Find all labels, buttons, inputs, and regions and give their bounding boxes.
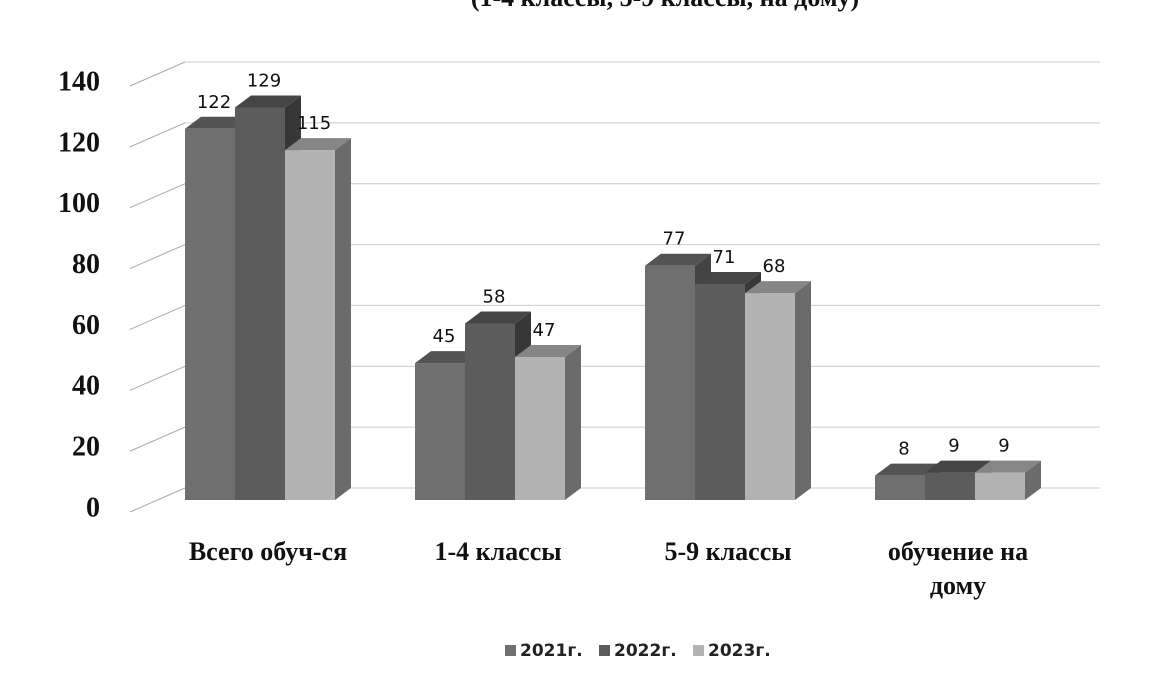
x-tick-label: 1-4 классы xyxy=(434,537,562,566)
legend-swatch xyxy=(505,645,516,656)
bar-front xyxy=(185,128,235,500)
legend-label: 2022г. xyxy=(614,641,677,661)
grid-line xyxy=(129,183,186,209)
bar-top xyxy=(875,463,941,476)
x-tick-label: обучение на дому xyxy=(887,537,1029,600)
bar-top xyxy=(185,116,251,129)
grid-line xyxy=(129,244,186,270)
data-label: 122 xyxy=(197,92,231,113)
grid-line xyxy=(129,304,186,330)
y-tick-label: 20 xyxy=(72,432,100,463)
bar-top xyxy=(515,344,581,357)
y-tick-label: 120 xyxy=(58,127,100,158)
grid-line xyxy=(129,365,186,391)
data-label: 58 xyxy=(483,287,506,308)
legend-swatch xyxy=(693,645,704,656)
grid-line xyxy=(129,426,186,452)
bar-top xyxy=(285,138,351,151)
bar-front xyxy=(285,150,335,501)
bar-front xyxy=(875,475,925,500)
bar-side xyxy=(795,281,811,500)
bar-front xyxy=(645,265,695,500)
grid-line xyxy=(129,487,186,513)
bar-front xyxy=(925,472,975,500)
bar-top xyxy=(975,460,1041,473)
bar xyxy=(745,281,811,500)
bar-top xyxy=(745,281,811,294)
x-tick-label: 5-9 классы xyxy=(664,537,792,566)
data-label: 115 xyxy=(297,113,331,134)
data-label: 47 xyxy=(533,320,556,341)
bar xyxy=(975,460,1041,500)
bar-front xyxy=(515,356,565,500)
y-tick-label: 140 xyxy=(58,66,100,97)
bar-front xyxy=(465,323,515,500)
y-tick-label: 40 xyxy=(72,371,100,402)
bar-front xyxy=(695,283,745,500)
legend-swatch xyxy=(599,645,610,656)
bar-front xyxy=(745,293,795,500)
legend-label: 2021г. xyxy=(520,641,583,661)
bar-top xyxy=(415,351,481,364)
bar-side xyxy=(1025,460,1041,500)
data-label: 8 xyxy=(898,439,909,460)
data-label: 45 xyxy=(433,326,456,347)
bar-top xyxy=(235,95,301,108)
y-tick-label: 0 xyxy=(86,492,100,523)
y-tick-label: 80 xyxy=(72,249,100,280)
chart-title: (1-4 классы, 5-9 классы, на дому) xyxy=(471,0,859,12)
bar xyxy=(515,344,581,500)
bar-top xyxy=(695,271,761,284)
y-tick-label: 60 xyxy=(72,310,100,341)
bar-front xyxy=(235,107,285,500)
data-label: 77 xyxy=(663,229,686,250)
data-label: 9 xyxy=(948,436,959,457)
grid-line xyxy=(129,61,186,87)
y-tick-label: 100 xyxy=(58,188,100,219)
bar-side xyxy=(335,138,351,501)
legend-label: 2023г. xyxy=(708,641,771,661)
bar-front xyxy=(975,472,1025,500)
bar-top xyxy=(465,311,531,324)
bar-front xyxy=(415,363,465,500)
bar xyxy=(285,138,351,501)
x-tick-label: Всего обуч-ся xyxy=(188,537,348,566)
bar-top xyxy=(925,460,991,473)
data-label: 129 xyxy=(247,70,281,91)
data-label: 71 xyxy=(713,247,736,268)
bar-side xyxy=(565,344,581,500)
data-label: 9 xyxy=(998,436,1009,457)
bar-top xyxy=(645,253,711,266)
data-label: 68 xyxy=(763,256,786,277)
grid-line xyxy=(129,122,186,148)
